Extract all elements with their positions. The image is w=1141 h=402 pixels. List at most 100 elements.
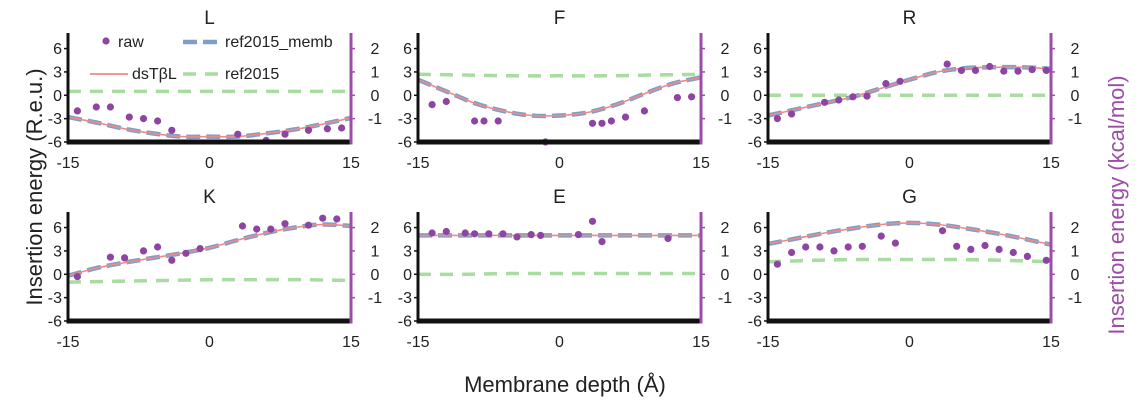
left-tick-label: -6	[48, 314, 62, 331]
left-tick-label: 3	[403, 64, 412, 81]
ref2015-memb-line	[767, 220, 1052, 247]
legend: raw ref2015_memb dsTβL ref2015	[90, 34, 333, 83]
raw-point	[981, 241, 989, 250]
left-tick-label: 6	[403, 41, 412, 58]
raw-point	[821, 98, 829, 106]
raw-point	[168, 256, 176, 264]
raw-point	[73, 107, 81, 115]
panel-e: E -6 -3 0 3 6 -1 0 1 2 -15 0 15	[398, 187, 732, 351]
legend-ref2015-memb-label: ref2015_memb	[225, 34, 333, 51]
dstbl-line	[67, 223, 352, 277]
raw-point	[664, 234, 672, 243]
left-tick-label: 0	[53, 88, 62, 105]
right-tick-label: 1	[1071, 243, 1080, 260]
left-tick-label: -3	[748, 111, 762, 128]
panel-title: F	[554, 8, 566, 29]
x-tick-label: 0	[205, 155, 214, 172]
raw-point	[891, 239, 900, 247]
raw-point	[121, 254, 129, 262]
raw-point	[773, 260, 782, 268]
raw-point	[882, 80, 890, 88]
left-tick-label: -6	[398, 135, 412, 152]
raw-point	[139, 247, 148, 255]
left-tick-label: 3	[53, 243, 62, 260]
right-tick-label: -1	[368, 111, 382, 128]
left-tick-label: -3	[48, 290, 62, 307]
raw-point	[943, 60, 951, 68]
x-tick-label: 0	[555, 334, 564, 351]
left-tick-label: 6	[753, 41, 762, 58]
raw-point	[835, 96, 843, 104]
raw-point	[333, 215, 341, 223]
raw-point	[1009, 248, 1017, 257]
left-tick-label: 0	[403, 267, 412, 284]
right-tick-label: -1	[1068, 111, 1082, 128]
raw-point	[513, 233, 521, 241]
raw-point	[73, 273, 81, 281]
panel-title: G	[902, 187, 917, 208]
legend-raw-label: raw	[118, 34, 144, 51]
raw-point	[471, 230, 479, 238]
left-tick-label: 0	[53, 267, 62, 284]
raw-point	[621, 113, 630, 121]
raw-point	[863, 92, 871, 100]
raw-point	[323, 125, 331, 133]
raw-point	[673, 94, 682, 102]
left-tick-label: 0	[753, 88, 762, 105]
raw-point	[304, 126, 313, 134]
panel-title: E	[553, 187, 566, 208]
raw-point	[182, 249, 190, 257]
x-tick-label: 0	[205, 334, 214, 351]
dstbl-line	[767, 66, 1052, 117]
raw-point	[471, 117, 479, 125]
left-tick-label: -3	[398, 290, 412, 307]
right-tick-label: -1	[1068, 290, 1082, 307]
raw-point	[494, 117, 502, 125]
raw-point	[1028, 66, 1036, 74]
left-tick-label: 6	[753, 220, 762, 237]
raw-point	[125, 113, 133, 121]
dstbl-line	[417, 76, 702, 117]
right-tick-label: -1	[368, 290, 382, 307]
x-tick-label: 15	[1042, 155, 1060, 172]
x-tick-label: 15	[692, 334, 710, 351]
left-tick-label: -3	[748, 290, 762, 307]
raw-point	[238, 222, 247, 230]
panel-title: R	[903, 8, 917, 29]
raw-point	[485, 230, 493, 238]
left-tick-label: -6	[398, 314, 412, 331]
raw-point	[428, 101, 436, 109]
right-tick-label: 1	[371, 243, 380, 260]
raw-point	[938, 227, 947, 235]
panel-k: K -6 -3 0 3 6 -1 0 1 2 -15 0 15	[48, 187, 382, 351]
raw-point	[788, 110, 796, 118]
raw-point	[1042, 256, 1050, 264]
raw-point	[537, 231, 545, 239]
y-axis-label-left: Insertion energy (R.e.u.)	[22, 68, 47, 305]
x-tick-label: 15	[342, 155, 360, 172]
x-axis-label: Membrane depth (Å)	[464, 372, 666, 397]
x-tick-label: 15	[692, 155, 710, 172]
ref2015-line	[417, 271, 701, 277]
left-tick-label: 3	[53, 64, 62, 81]
x-tick-label: -15	[406, 155, 429, 172]
left-tick-label: 3	[753, 243, 762, 260]
raw-point	[877, 232, 885, 240]
ref2015-memb-line	[67, 222, 352, 278]
right-tick-label: 2	[1071, 41, 1080, 58]
raw-point	[1042, 66, 1050, 74]
raw-point	[139, 115, 148, 123]
left-tick-label: -6	[748, 135, 762, 152]
raw-point	[849, 93, 857, 101]
right-tick-label: 2	[371, 220, 380, 237]
left-tick-label: 0	[403, 88, 412, 105]
right-tick-label: 1	[721, 64, 730, 81]
y-axis-label-right: Insertion energy (kcal/mol)	[1104, 75, 1129, 334]
x-tick-label: 0	[555, 155, 564, 172]
raw-point	[1023, 252, 1031, 260]
raw-point	[688, 93, 696, 101]
right-tick-label: -1	[718, 290, 732, 307]
raw-point	[281, 130, 289, 138]
x-tick-label: -15	[756, 334, 779, 351]
